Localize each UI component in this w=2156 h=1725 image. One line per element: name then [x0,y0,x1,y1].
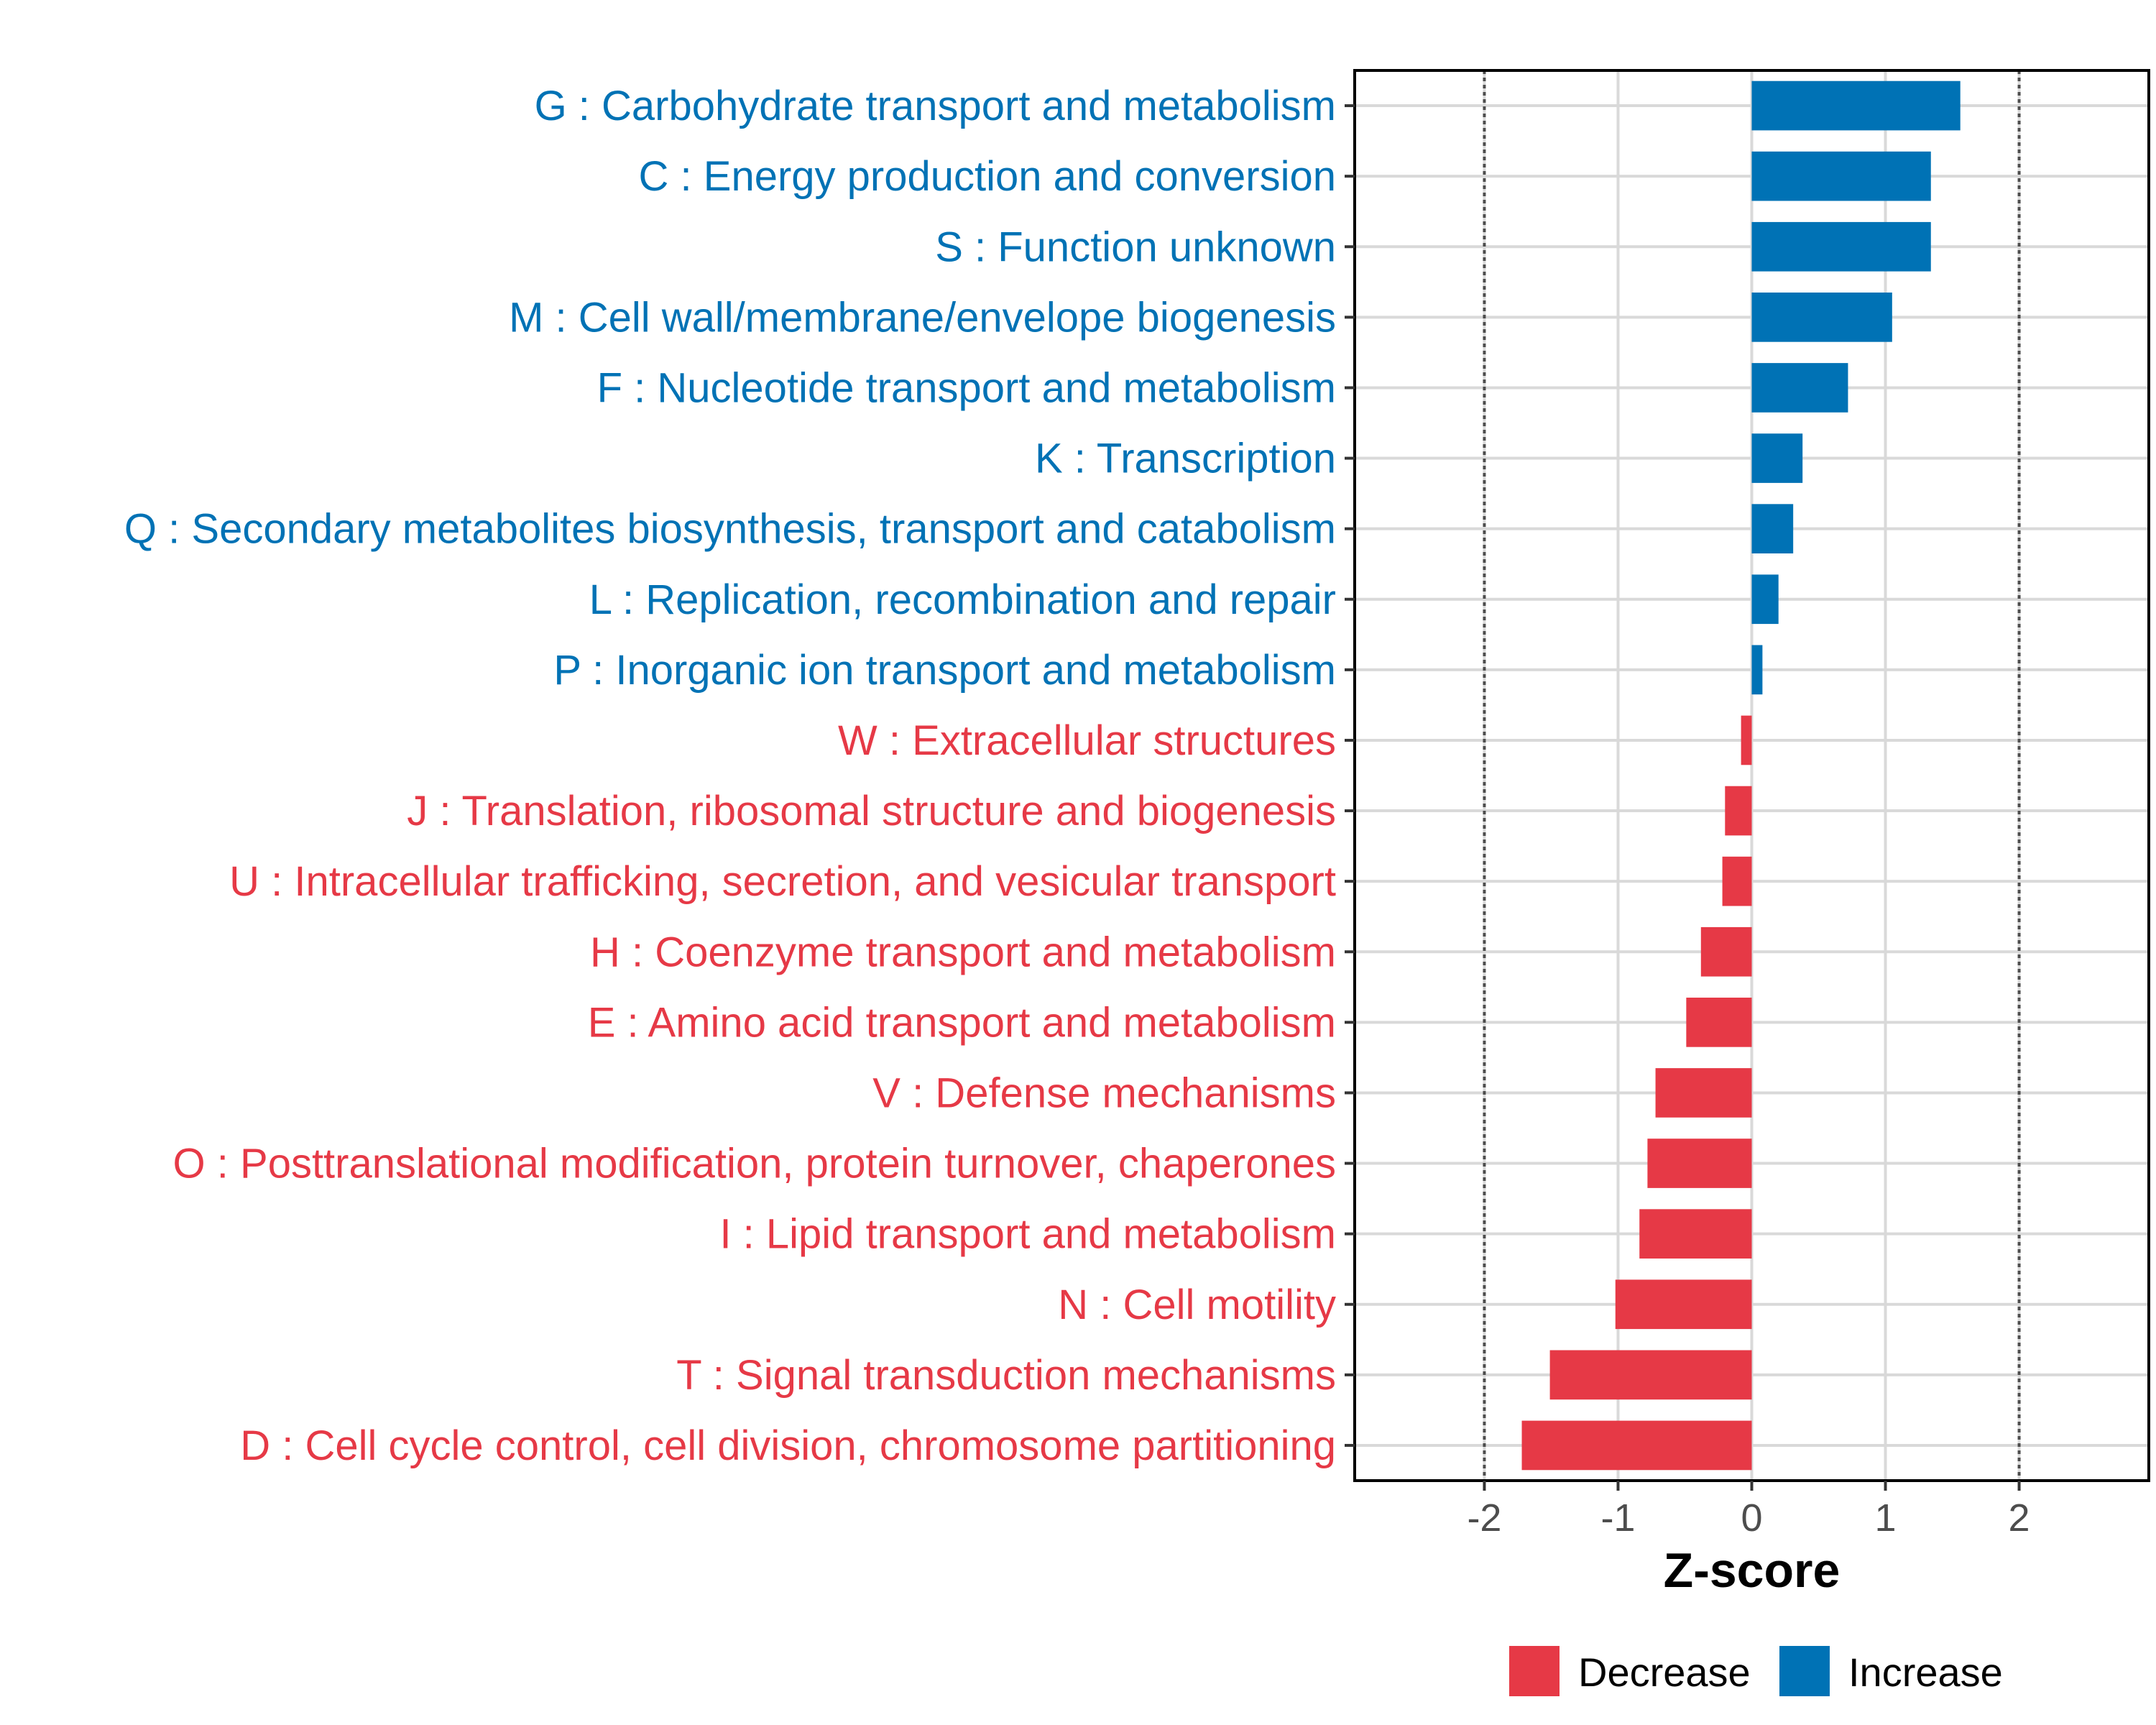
bar [1615,1279,1752,1330]
bar [1686,998,1752,1047]
bar [1741,715,1752,765]
bar [1751,221,1931,272]
bar [1722,856,1752,906]
category-label: S : Function unknown [935,224,1336,270]
bar [1751,363,1848,413]
x-tick-label: 0 [1741,1496,1762,1540]
bar [1725,786,1752,836]
bar [1549,1350,1752,1400]
category-label: G : Carbohydrate transport and metabolis… [535,83,1336,129]
bar [1751,433,1803,483]
bar [1751,645,1763,695]
x-axis: -2 -1 0 1 2 [1467,1481,2030,1540]
legend-label: Increase [1848,1650,2003,1695]
bar [1751,293,1892,342]
category-label: F : Nucleotide transport and metabolism [597,364,1336,411]
bar [1639,1209,1752,1259]
category-label: W : Extracellular structures [838,717,1336,764]
category-label: D : Cell cycle control, cell division, c… [240,1422,1336,1469]
category-label: I : Lipid transport and metabolism [719,1211,1336,1258]
x-axis-title: Z-score [1664,1543,1841,1598]
category-label: H : Coenzyme transport and metabolism [590,929,1336,975]
bar [1647,1138,1752,1188]
bar [1521,1420,1752,1471]
category-label: E : Amino acid transport and metabolism [588,999,1336,1046]
category-label: O : Posttranslational modification, prot… [173,1141,1336,1187]
legend: Decrease Increase [1509,1646,2003,1696]
category-label: U : Intracellular trafficking, secretion… [229,858,1336,905]
legend-label: Decrease [1578,1650,1751,1695]
bar [1655,1068,1752,1118]
category-label: N : Cell motility [1058,1282,1336,1328]
x-tick-label: -1 [1600,1496,1635,1540]
bar [1700,926,1752,977]
category-label: V : Defense mechanisms [872,1070,1336,1116]
bar [1751,504,1794,553]
category-label: Q : Secondary metabolites biosynthesis, … [124,506,1336,553]
x-tick-label: 2 [2009,1496,2030,1540]
category-label: T : Signal transduction mechanisms [676,1352,1336,1399]
category-label: C : Energy production and conversion [639,153,1336,200]
legend-swatch [1509,1646,1560,1696]
bar [1751,80,1961,131]
y-axis: G : Carbohydrate transport and metabolis… [124,83,1355,1469]
category-label: K : Transcription [1035,436,1336,482]
bar [1751,574,1779,625]
category-label: L : Replication, recombination and repai… [589,576,1336,623]
plot-panel [1353,69,2150,1482]
category-label: P : Inorganic ion transport and metaboli… [553,647,1336,694]
bar [1751,151,1931,201]
category-label: M : Cell wall/membrane/envelope biogenes… [509,294,1336,341]
x-tick-label: -2 [1467,1496,1501,1540]
category-label: J : Translation, ribosomal structure and… [407,788,1336,834]
legend-swatch [1779,1646,1830,1696]
x-tick-label: 1 [1875,1496,1897,1540]
